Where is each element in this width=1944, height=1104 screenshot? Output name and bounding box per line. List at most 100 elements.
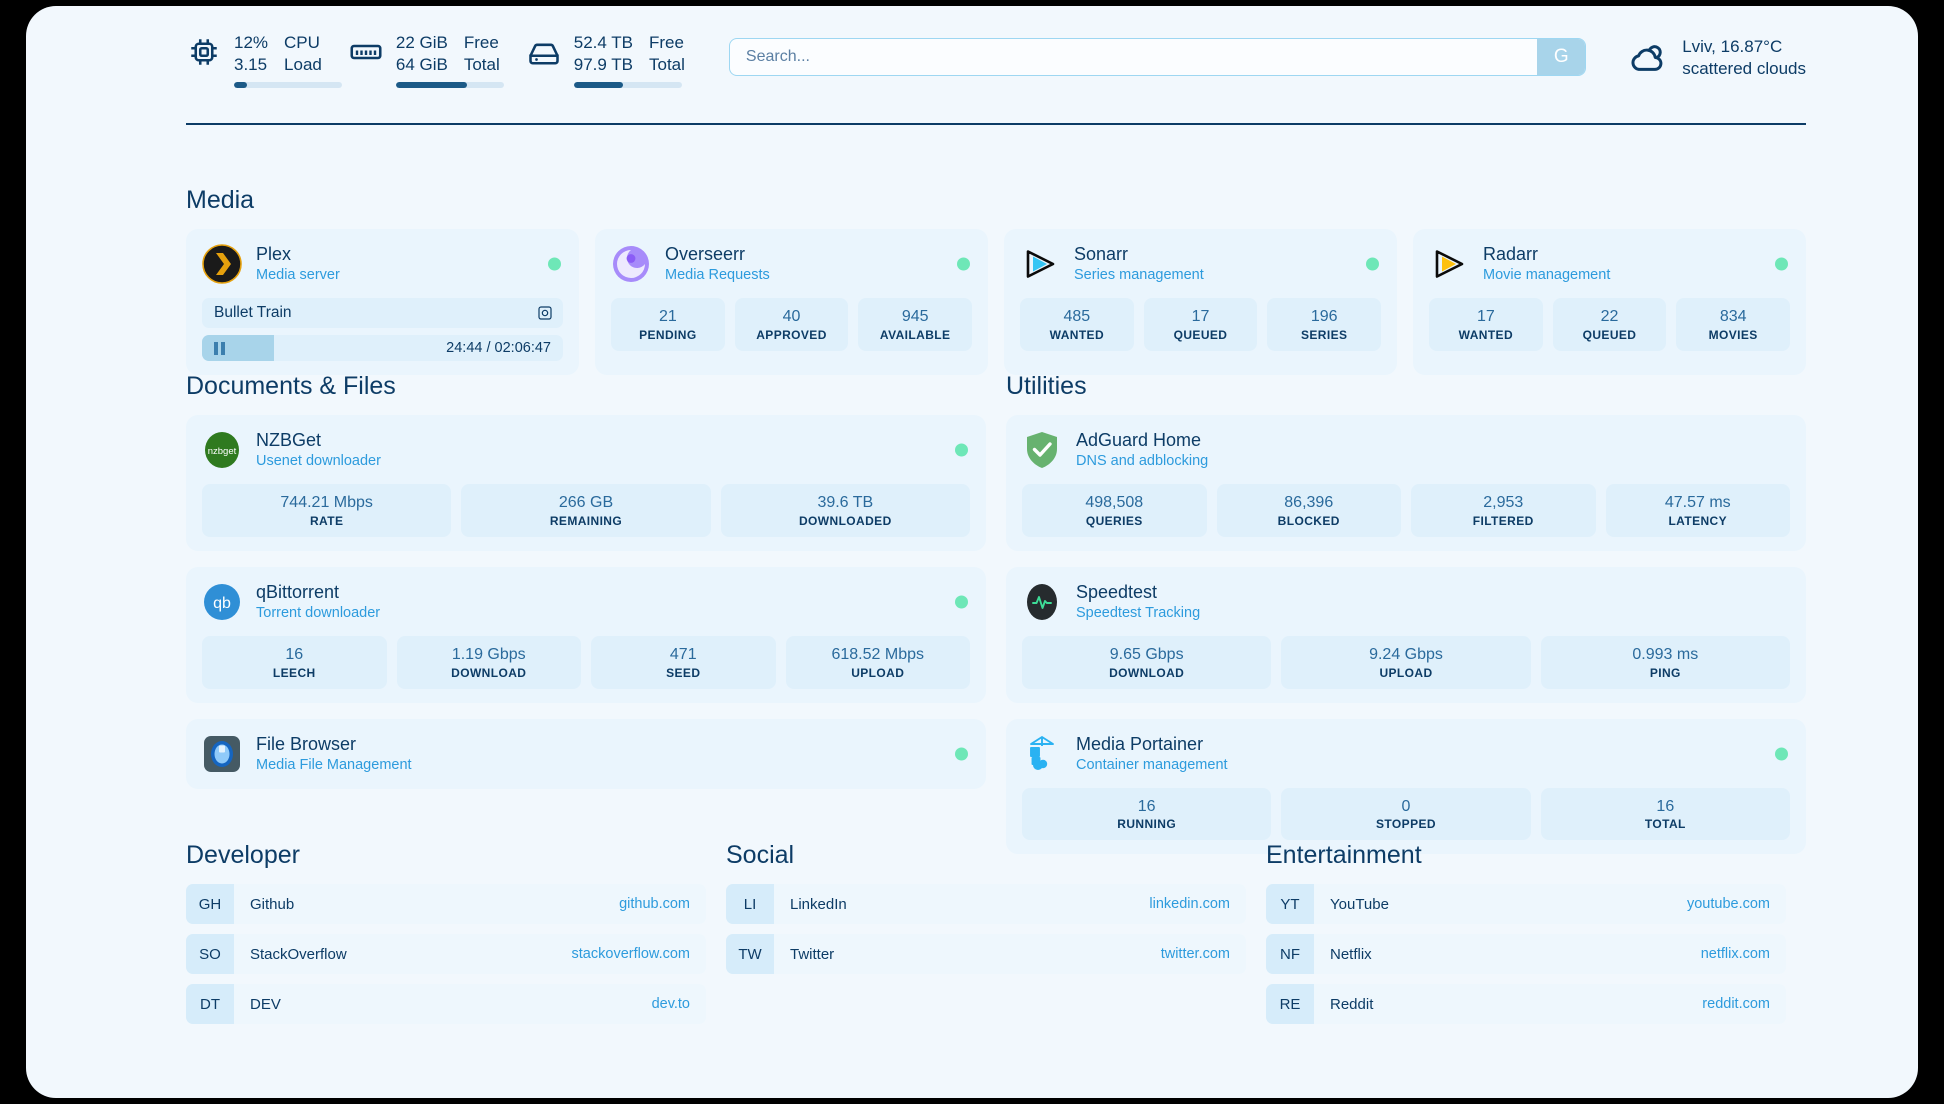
stat-filtered: 2,953 FILTERED: [1411, 484, 1596, 537]
bookmark-group-entertainment: Entertainment YT YouTube youtube.com NF …: [1266, 841, 1786, 1024]
overseerr-icon: [611, 244, 651, 284]
service-card-media-portainer[interactable]: Media Portainer Container management 16 …: [1006, 718, 1806, 855]
qbittorrent-icon: qb: [202, 582, 242, 622]
service-card-qbittorrent[interactable]: qb qBittorrent Torrent downloader 16 LEE…: [186, 566, 986, 703]
bookmark-abbr: TW: [726, 934, 774, 974]
stat-value: 86,396: [1284, 494, 1334, 512]
bookmark-name: LinkedIn: [790, 895, 847, 913]
stat-label: SERIES: [1300, 327, 1348, 342]
service-name: Overseerr: [665, 244, 746, 264]
status-badge: [955, 443, 968, 457]
bookmark-item-stackoverflow[interactable]: SO StackOverflow stackoverflow.com: [186, 934, 706, 974]
cast-icon[interactable]: [537, 305, 553, 321]
stat-label: QUEUED: [1582, 327, 1637, 342]
stat-label: LATENCY: [1668, 513, 1728, 528]
cpu-widget: 12% 3.15 CPU Load: [186, 32, 342, 90]
stat-total: 16 TOTAL: [1540, 787, 1790, 841]
now-playing-time: 24:44 / 02:06:47: [446, 340, 551, 357]
stat-blocked: 86,396 BLOCKED: [1216, 484, 1401, 537]
weather-widget: Lviv, 16.87°C scattered clouds: [1626, 36, 1806, 81]
bookmark-abbr: SO: [186, 934, 234, 974]
bookmark-url: reddit.com: [1702, 996, 1770, 1012]
cpu-icon: [186, 34, 222, 70]
now-playing-progress-bar[interactable]: 24:44 / 02:06:47: [202, 335, 563, 362]
service-card-overseerr[interactable]: Overseerr Media Requests 21 PENDING 40 A…: [595, 229, 988, 376]
radarr-icon: [1429, 244, 1469, 284]
service-card-radarr[interactable]: Radarr Movie management 17 WANTED 22 QUE…: [1413, 229, 1806, 376]
cpu-usage-bar: [234, 81, 342, 88]
stat-pending: 21 PENDING: [611, 298, 725, 351]
bookmark-item-netflix[interactable]: NF Netflix netflix.com: [1266, 934, 1786, 974]
service-name: Radarr: [1483, 244, 1539, 264]
stat-upload: 618.52 Mbps UPLOAD: [785, 636, 970, 689]
dashboard-header: 12% 3.15 CPU Load: [186, 32, 1806, 110]
bookmark-abbr: NF: [1266, 934, 1314, 974]
stat-label: QUERIES: [1085, 513, 1143, 528]
service-card-nzbget[interactable]: nzbget NZBGet Usenet downloader 744.21 M…: [186, 415, 986, 551]
stat-label: UPLOAD: [851, 665, 905, 680]
disk-label-top: Free: [649, 33, 684, 52]
search-input[interactable]: [729, 39, 1538, 75]
stat-label: REMAINING: [549, 513, 623, 528]
media-section: Media Plex Media server: [186, 186, 1806, 376]
bookmark-item-dev[interactable]: DT DEV dev.to: [186, 984, 706, 1024]
memory-label-bottom: Total: [463, 54, 500, 74]
service-card-adguard-home[interactable]: AdGuard Home DNS and adblocking 498,508 …: [1006, 415, 1806, 551]
service-card-file-browser[interactable]: File Browser Media File Management: [186, 718, 986, 789]
bookmark-item-twitter[interactable]: TW Twitter twitter.com: [726, 934, 1246, 974]
stat-label: LEECH: [272, 665, 316, 680]
sonarr-icon: [1020, 244, 1060, 284]
pause-icon[interactable]: [214, 341, 225, 355]
stat-label: RUNNING: [1117, 817, 1177, 832]
stat-rate: 744.21 Mbps RATE: [202, 484, 452, 537]
stats-row: 498,508 QUERIES 86,396 BLOCKED 2,953 FIL…: [1022, 484, 1790, 537]
stat-label: QUEUED: [1173, 327, 1228, 342]
service-card-plex[interactable]: Plex Media server Bullet Train: [186, 229, 579, 376]
stat-label: WANTED: [1458, 327, 1514, 342]
service-name: Sonarr: [1074, 244, 1129, 264]
stat-label: MOVIES: [1708, 327, 1758, 342]
bookmark-item-reddit[interactable]: RE Reddit reddit.com: [1266, 984, 1786, 1024]
search-area: G: [728, 38, 1587, 76]
service-subtitle: Media Requests: [665, 267, 770, 284]
stat-ping: 0.993 ms PING: [1540, 636, 1790, 689]
stat-approved: 40 APPROVED: [734, 298, 849, 351]
stat-label: SEED: [666, 665, 701, 680]
service-subtitle: Usenet downloader: [256, 453, 381, 470]
service-name: Speedtest: [1076, 581, 1158, 602]
service-card-sonarr[interactable]: Sonarr Series management 485 WANTED 17 Q…: [1004, 229, 1397, 376]
stat-queued: 22 QUEUED: [1552, 298, 1667, 351]
stat-value: 196: [1310, 308, 1338, 326]
status-badge: [955, 595, 968, 609]
cloud-icon: [1626, 37, 1668, 79]
bookmark-item-youtube[interactable]: YT YouTube youtube.com: [1266, 884, 1786, 924]
stat-available: 945 AVAILABLE: [858, 298, 973, 351]
bookmark-url: linkedin.com: [1149, 896, 1230, 912]
service-card-speedtest[interactable]: Speedtest Speedtest Tracking 9.65 Gbps D…: [1006, 566, 1806, 703]
svg-text:nzbget: nzbget: [208, 446, 237, 457]
disk-usage-bar: [573, 81, 682, 88]
stat-value: 22: [1600, 308, 1619, 326]
media-section-title: Media: [186, 186, 255, 214]
service-subtitle: Series management: [1074, 267, 1204, 284]
stat-label: DOWNLOAD: [1109, 665, 1185, 680]
bookmark-name: StackOverflow: [250, 945, 347, 963]
service-subtitle: Movie management: [1483, 267, 1611, 284]
stat-value: 40: [782, 308, 801, 326]
stat-value: 17: [1191, 308, 1210, 326]
stat-queued: 17 QUEUED: [1143, 298, 1258, 351]
stat-label: STOPPED: [1376, 817, 1436, 832]
search-submit-button[interactable]: G: [1537, 39, 1586, 75]
stat-label: WANTED: [1049, 327, 1105, 342]
service-subtitle: DNS and adblocking: [1076, 453, 1209, 470]
bookmark-name: Github: [250, 895, 295, 913]
bookmark-abbr: RE: [1266, 984, 1314, 1024]
stat-value: 9.65 Gbps: [1109, 646, 1184, 664]
bookmark-item-linkedin[interactable]: LI LinkedIn linkedin.com: [726, 884, 1246, 924]
stat-value: 945: [901, 308, 929, 326]
disk-label-bottom: Total: [649, 54, 685, 74]
status-badge: [957, 257, 970, 271]
bookmark-item-github[interactable]: GH Github github.com: [186, 884, 706, 924]
bookmark-name: Reddit: [1330, 995, 1374, 1013]
bookmark-name: Netflix: [1330, 945, 1372, 963]
